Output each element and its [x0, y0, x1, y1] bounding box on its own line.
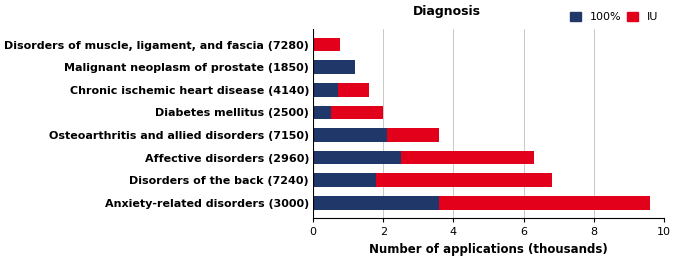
Bar — [439, 196, 650, 210]
Bar — [313, 38, 340, 51]
Bar — [338, 83, 369, 96]
Bar — [313, 83, 338, 96]
Bar — [401, 151, 534, 164]
Bar — [313, 128, 387, 142]
Bar — [387, 128, 439, 142]
Bar — [313, 173, 377, 187]
Bar — [331, 106, 383, 119]
Bar — [313, 196, 439, 210]
X-axis label: Number of applications (thousands): Number of applications (thousands) — [369, 243, 608, 256]
Bar — [377, 173, 551, 187]
Bar — [313, 106, 331, 119]
Bar — [313, 60, 355, 74]
Text: Diagnosis: Diagnosis — [412, 5, 481, 18]
Legend: 100%, IU: 100%, IU — [570, 12, 658, 23]
Bar — [313, 151, 401, 164]
